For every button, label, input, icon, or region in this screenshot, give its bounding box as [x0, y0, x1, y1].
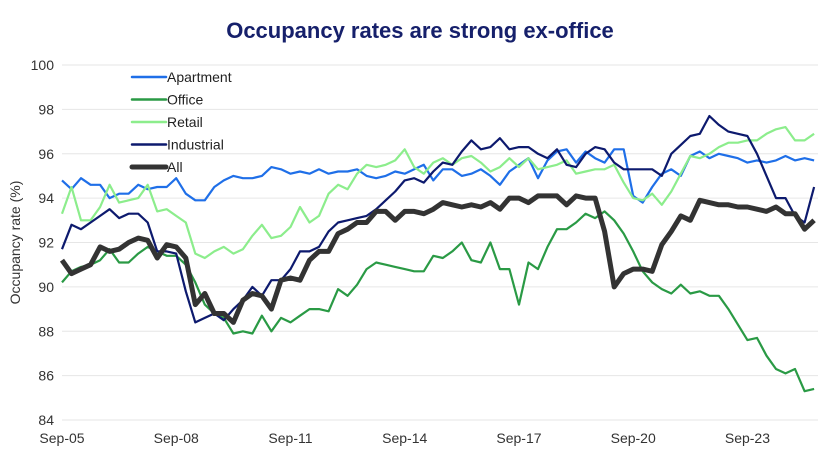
legend-label-industrial: Industrial [167, 137, 224, 153]
y-axis-label: Occupancy rate (%) [7, 181, 23, 305]
y-tick-label: 98 [38, 101, 54, 117]
y-tick-label: 94 [38, 190, 54, 206]
legend-label-retail: Retail [167, 114, 203, 130]
y-tick-label: 92 [38, 235, 54, 251]
legend-label-apartment: Apartment [167, 69, 232, 85]
series-line-industrial [60, 114, 816, 324]
x-tick-label: Sep-23 [725, 430, 770, 446]
x-tick-label: Sep-20 [611, 430, 656, 446]
legend-label-all: All [167, 159, 183, 175]
y-tick-label: 90 [38, 279, 54, 295]
y-tick-label: 96 [38, 146, 54, 162]
series-line-office [61, 210, 815, 393]
chart-title: Occupancy rates are strong ex-office [226, 18, 614, 43]
y-tick-label: 100 [31, 57, 55, 73]
x-tick-label: Sep-11 [268, 430, 312, 446]
legend-label-office: Office [167, 92, 204, 108]
x-tick-label: Sep-05 [39, 430, 84, 446]
x-tick-label: Sep-17 [496, 430, 541, 446]
y-tick-label: 84 [38, 412, 54, 428]
series-line-all [59, 193, 816, 325]
y-tick-label: 88 [38, 323, 54, 339]
series-line-retail [60, 125, 815, 260]
y-tick-label: 86 [38, 368, 54, 384]
x-tick-label: Sep-08 [154, 430, 199, 446]
x-tick-label: Sep-14 [382, 430, 427, 446]
